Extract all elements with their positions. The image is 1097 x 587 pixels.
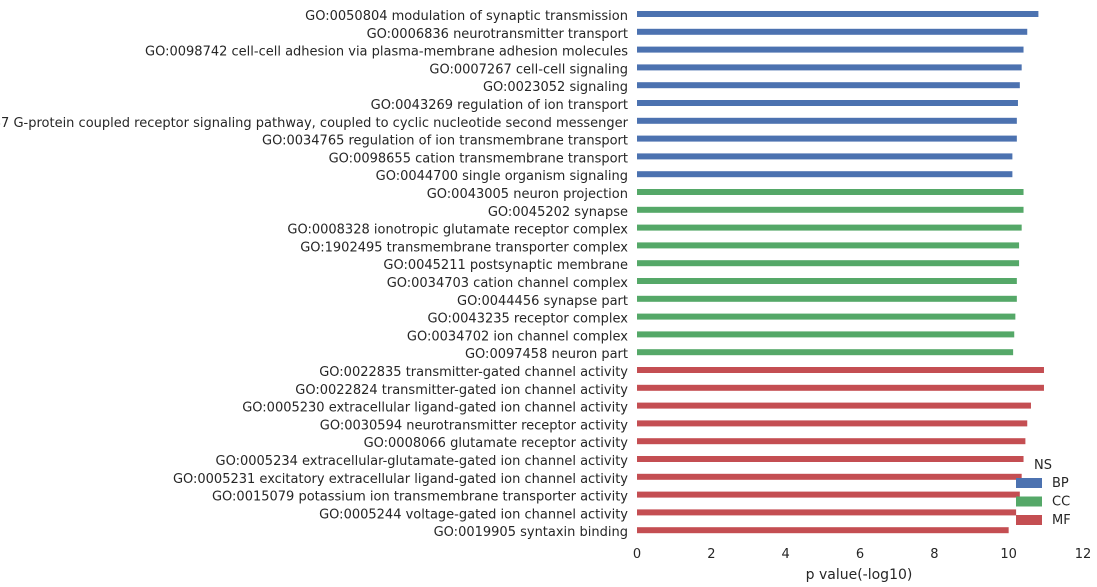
bar-mf	[637, 491, 1020, 498]
bar-cc	[637, 224, 1022, 231]
bar-bp	[637, 82, 1020, 89]
x-axis-label: p value(-log10)	[806, 567, 913, 583]
bar-bp	[637, 153, 1013, 160]
bar-bp	[637, 64, 1022, 71]
bar-bp	[637, 135, 1017, 142]
category-label: GO:0022835 transmitter-gated channel act…	[319, 365, 628, 380]
bars-group	[637, 11, 1044, 534]
category-label: GO:0043269 regulation of ion transport	[371, 98, 628, 113]
bar-mf	[637, 509, 1017, 516]
legend-title: NS	[1034, 458, 1052, 473]
x-tick-label: 2	[707, 547, 715, 562]
category-label: GO:0050804 modulation of synaptic transm…	[305, 9, 628, 24]
category-labels-group: GO:0050804 modulation of synaptic transm…	[0, 9, 629, 540]
category-label: GO:0006836 neurotransmitter transport	[367, 27, 628, 42]
bar-bp	[637, 117, 1017, 124]
category-label: GO:0007187 G-protein coupled receptor si…	[0, 116, 629, 131]
bar-bp	[637, 171, 1013, 178]
bar-cc	[637, 313, 1016, 320]
bar-mf	[637, 420, 1028, 427]
x-tick-label: 4	[782, 547, 790, 562]
bar-cc	[637, 331, 1015, 338]
category-label: GO:0034702 ion channel complex	[407, 329, 628, 344]
x-axis-ticks-group: 0 2 4 6 8 10 12	[633, 547, 1091, 562]
category-label: GO:0005234 extracellular-glutamate-gated…	[216, 454, 629, 469]
category-label: GO:0097458 neuron part	[465, 347, 628, 362]
legend-swatch-mf	[1016, 515, 1042, 525]
bar-mf	[637, 384, 1044, 391]
category-label: GO:0007267 cell-cell signaling	[429, 62, 628, 77]
category-label: GO:0034765 regulation of ion transmembra…	[262, 134, 628, 149]
bar-mf	[637, 527, 1009, 534]
x-tick-label: 12	[1075, 547, 1092, 562]
bar-mf	[637, 367, 1044, 373]
bar-mf	[637, 402, 1031, 409]
category-label: GO:0005244 voltage-gated ion channel act…	[319, 507, 628, 522]
legend-swatch-bp	[1016, 478, 1042, 488]
bar-cc	[637, 349, 1014, 356]
bar-bp	[637, 28, 1028, 35]
x-tick-label: 10	[1000, 547, 1017, 562]
category-label: GO:0005231 excitatory extracellular liga…	[173, 472, 628, 487]
legend-label-bp: BP	[1052, 476, 1069, 491]
category-label: GO:0098742 cell-cell adhesion via plasma…	[145, 45, 628, 60]
category-label: GO:0044456 synapse part	[457, 294, 628, 309]
bar-cc	[637, 278, 1017, 284]
legend-label-mf: MF	[1052, 513, 1071, 528]
legend: NS BP CC MF	[1016, 458, 1071, 528]
category-label: GO:0043005 neuron projection	[427, 187, 628, 202]
bar-mf	[637, 438, 1026, 445]
bar-cc	[637, 189, 1024, 195]
category-label: GO:0015079 potassium ion transmembrane t…	[212, 490, 628, 505]
category-label: GO:0019905 syntaxin binding	[434, 525, 628, 540]
x-tick-label: 6	[856, 547, 864, 562]
category-label: GO:0008066 glutamate receptor activity	[364, 436, 629, 451]
category-label: GO:0023052 signaling	[483, 80, 628, 95]
category-label: GO:0008328 ionotropic glutamate receptor…	[287, 223, 628, 238]
bar-bp	[637, 100, 1018, 106]
category-label: GO:1902495 transmembrane transporter com…	[300, 240, 628, 255]
category-label: GO:0022824 transmitter-gated ion channel…	[295, 383, 628, 398]
legend-label-cc: CC	[1052, 495, 1070, 510]
bar-bp	[637, 11, 1039, 17]
bar-cc	[637, 206, 1024, 213]
x-tick-label: 0	[633, 547, 641, 562]
bar-mf	[637, 473, 1022, 480]
category-label: GO:0043235 receptor complex	[427, 312, 628, 327]
bar-cc	[637, 295, 1017, 302]
category-label: GO:0045202 synapse	[488, 205, 628, 220]
category-label: GO:0034703 cation channel complex	[387, 276, 629, 291]
bar-cc	[637, 242, 1020, 249]
category-label: GO:0030594 neurotransmitter receptor act…	[320, 418, 629, 433]
category-label: GO:0098655 cation transmembrane transpor…	[329, 151, 628, 166]
x-tick-label: 8	[930, 547, 938, 562]
category-label: GO:0044700 single organism signaling	[376, 169, 628, 184]
bar-mf	[637, 456, 1024, 462]
bar-cc	[637, 260, 1020, 267]
legend-swatch-cc	[1016, 496, 1042, 507]
bar-bp	[637, 46, 1024, 53]
category-label: GO:0045211 postsynaptic membrane	[383, 258, 628, 273]
category-label: GO:0005230 extracellular ligand-gated io…	[242, 401, 628, 416]
